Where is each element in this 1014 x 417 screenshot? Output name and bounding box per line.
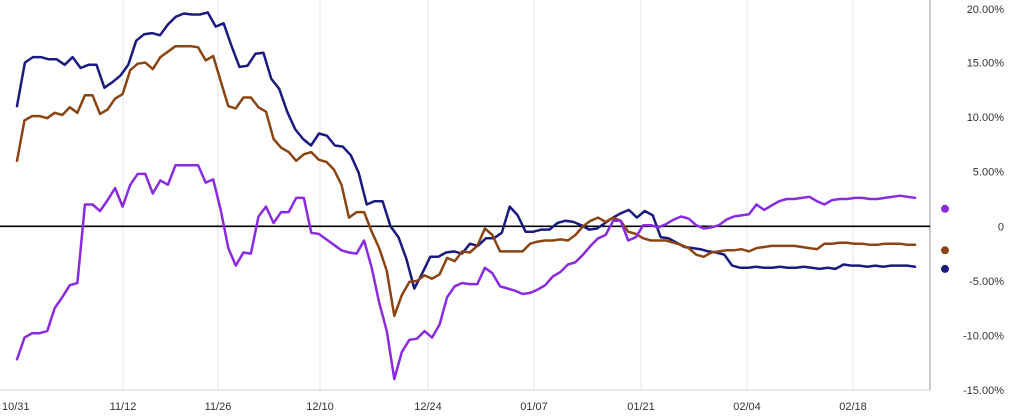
series-end-marker-1: [941, 264, 949, 273]
x-tick-label: 01/07: [520, 401, 548, 413]
x-tick-label: 02/04: [733, 401, 761, 413]
series-line-2: [15, 44, 917, 318]
y-tick-label: 10.00%: [967, 112, 1005, 124]
x-tick-label: 01/21: [627, 401, 655, 413]
x-tick-label: 12/10: [306, 401, 334, 413]
tick-label-layer: 20.00% 15.00% 10.00% 5.00% 0 -5.00% -10.00% -15…: [2, 4, 1004, 413]
series-line-1: [15, 11, 917, 290]
y-tick-label: -5.00%: [969, 276, 1004, 288]
y-tick-label: -15.00%: [963, 385, 1004, 397]
x-tick-label: 10/31: [2, 401, 30, 413]
y-tick-label: -10.00%: [963, 330, 1004, 342]
grid-layer: [122, 0, 854, 390]
y-tick-label: 5.00%: [973, 167, 1004, 179]
series-end-marker-3: [941, 204, 949, 213]
series-end-marker-2: [941, 246, 949, 255]
end-marker-layer: [941, 204, 949, 273]
series-line-3: [15, 163, 917, 381]
x-tick-label: 12/24: [414, 401, 442, 413]
y-tick-label: 0: [998, 221, 1004, 233]
y-tick-label: 20.00%: [967, 4, 1005, 16]
x-tick-label: 11/12: [110, 401, 137, 413]
x-tick-label: 11/26: [205, 401, 232, 413]
axis-layer: [0, 0, 931, 391]
x-tick-label: 02/18: [839, 401, 867, 413]
y-tick-label: 15.00%: [967, 58, 1005, 70]
series-layer: [15, 11, 917, 381]
